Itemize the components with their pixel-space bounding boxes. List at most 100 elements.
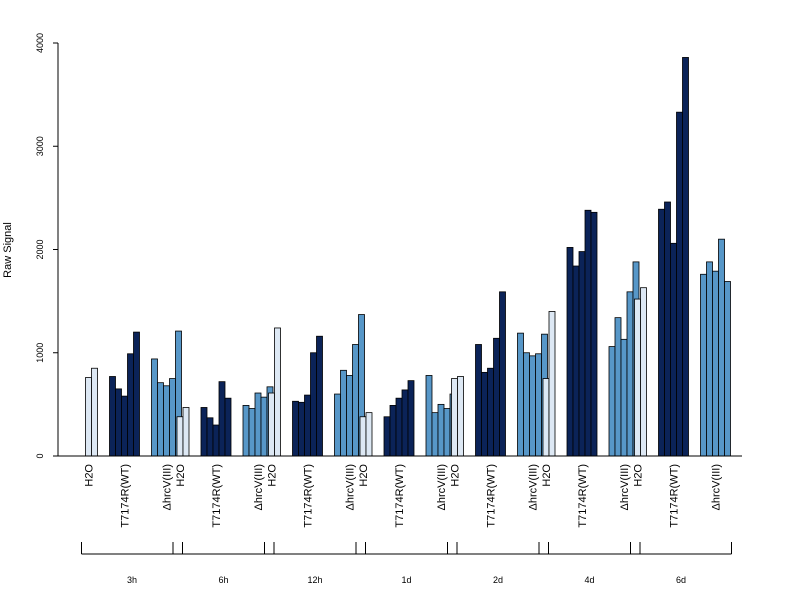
bar: [566, 247, 574, 457]
bar: [517, 332, 524, 457]
bar: [85, 377, 92, 457]
category-label: T7174R(WT): [211, 464, 223, 528]
category-label: T7174R(WT): [486, 464, 498, 528]
bar: [316, 335, 323, 457]
category-label: H2O: [358, 464, 370, 487]
bar: [163, 385, 170, 457]
time-label: 1d: [401, 575, 411, 585]
category-label: H2O: [175, 464, 187, 487]
category-label: ΔhrcV(III): [711, 464, 723, 510]
time-label: 2d: [493, 575, 503, 585]
category-label: T7174R(WT): [120, 464, 132, 528]
bar: [634, 298, 641, 457]
y-tick-label: 0: [35, 453, 45, 458]
category-label: H2O: [267, 464, 279, 487]
bar: [260, 396, 268, 457]
category-label: H2O: [84, 464, 96, 487]
bar: [365, 412, 373, 457]
bar: [224, 397, 232, 457]
bar: [389, 405, 397, 457]
bar: [359, 416, 367, 457]
bar: [712, 270, 719, 457]
bar: [584, 209, 592, 457]
category-label: ΔhrcV(III): [619, 464, 631, 510]
y-tick-label: 2000: [35, 239, 45, 259]
time-label: 3h: [127, 575, 137, 585]
bar: [274, 327, 281, 457]
bar: [352, 344, 359, 457]
bar: [91, 367, 98, 457]
bar: [548, 311, 556, 457]
bar: [340, 369, 347, 457]
bar: [700, 273, 707, 457]
bar: [407, 380, 415, 457]
bar: [664, 201, 671, 457]
bar: [346, 375, 353, 457]
y-tick-label: 1000: [35, 343, 45, 363]
category-label: T7174R(WT): [303, 464, 315, 528]
bar: [425, 375, 433, 457]
category-label: H2O: [450, 464, 462, 487]
bar: [499, 291, 506, 457]
bar: [437, 403, 445, 457]
bar: [200, 407, 208, 457]
category-label: ΔhrcV(III): [162, 464, 174, 510]
bar: [706, 261, 713, 457]
bar: [268, 392, 275, 457]
bars-layer: [85, 57, 731, 457]
bar: [157, 382, 164, 457]
y-tick-label: 4000: [35, 33, 45, 53]
category-label: ΔhrcV(III): [436, 464, 448, 510]
bar: [176, 416, 184, 457]
category-label: ΔhrcV(III): [345, 464, 357, 510]
category-label: H2O: [633, 464, 645, 487]
bar: [682, 57, 689, 457]
bar: [614, 317, 622, 457]
bar: [640, 287, 647, 457]
time-brackets: 3h 6h 12h 1d 2d 4d 6d: [81, 542, 732, 585]
bar: [127, 353, 134, 457]
bar: [248, 408, 256, 457]
bar: [535, 353, 542, 457]
bar: [670, 242, 677, 457]
bar: [523, 352, 530, 457]
category-label: T7174R(WT): [669, 464, 681, 528]
bar: [475, 344, 482, 457]
bar: [457, 376, 464, 457]
bar: [151, 358, 158, 457]
bar: [493, 337, 500, 457]
bar: [133, 331, 140, 457]
bar: [724, 281, 731, 457]
bar: [620, 338, 628, 457]
bar: [608, 346, 616, 457]
bar: [212, 424, 220, 457]
bar: [481, 371, 488, 457]
bar: [206, 417, 214, 457]
bar: [182, 407, 190, 457]
bar: [109, 376, 116, 457]
bar: [542, 378, 550, 457]
category-label: T7174R(WT): [577, 464, 589, 528]
bar: [431, 412, 439, 457]
bar: [292, 400, 299, 457]
y-tick-label: 3000: [35, 136, 45, 156]
bar: [383, 416, 391, 457]
category-label: T7174R(WT): [394, 464, 406, 528]
bar: [121, 395, 128, 457]
bar: [304, 394, 311, 457]
time-label: 6d: [676, 575, 686, 585]
bar: [578, 251, 586, 457]
bar: [395, 397, 403, 457]
bar: [718, 238, 725, 457]
bar: [590, 211, 598, 457]
bar: [658, 208, 665, 457]
bar: [242, 405, 250, 457]
y-axis-label: Raw Signal: [2, 222, 14, 278]
category-labels: H2O T7174R(WT) ΔhrcV(III) H2O T7174R(WT) Δhrc…: [84, 464, 723, 528]
bar: [115, 388, 122, 457]
category-label: ΔhrcV(III): [253, 464, 265, 510]
bar: [451, 378, 458, 457]
bar: [254, 392, 262, 457]
time-label: 6h: [218, 575, 228, 585]
